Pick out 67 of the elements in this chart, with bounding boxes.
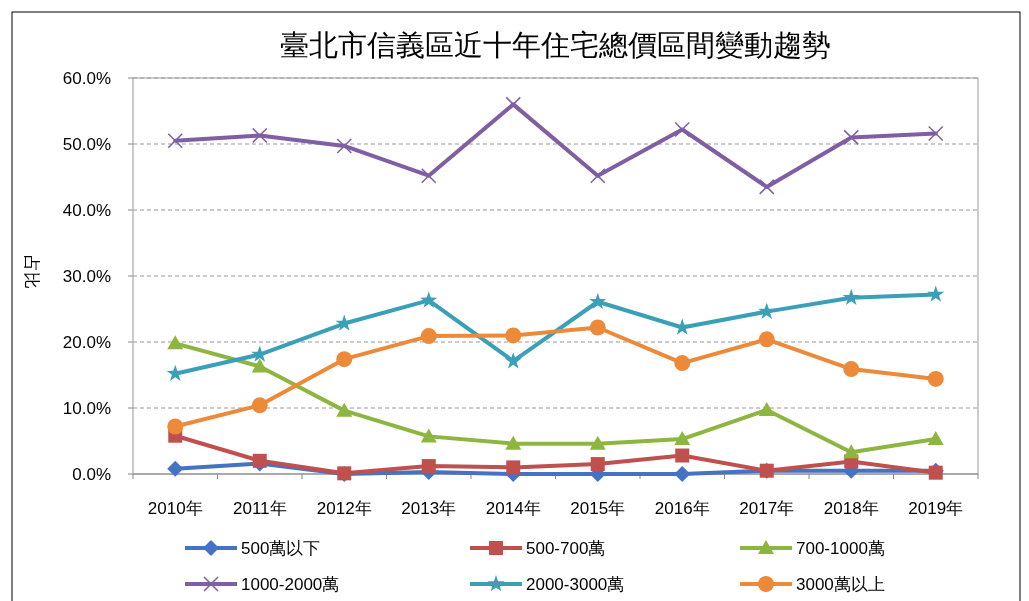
point xyxy=(674,431,691,446)
point xyxy=(758,302,776,319)
point xyxy=(336,138,352,154)
y-tick-label: 0.0% xyxy=(72,465,111,484)
point xyxy=(421,459,436,474)
x-tick-label: 2014年 xyxy=(485,499,541,518)
point xyxy=(421,167,437,184)
point xyxy=(589,319,606,336)
point xyxy=(506,460,521,475)
point xyxy=(167,460,184,477)
point xyxy=(674,121,690,138)
x-tick-label: 2011年 xyxy=(232,499,287,518)
point xyxy=(589,292,607,310)
x-tick-label: 2019年 xyxy=(908,499,964,518)
chart-title: 臺北市信義區近十年住宅總價區間變動趨勢 xyxy=(280,29,831,61)
x-tick-label: 2016年 xyxy=(654,499,710,518)
point xyxy=(927,285,945,302)
y-axis-title: 占比 xyxy=(22,255,41,289)
point xyxy=(167,335,184,350)
point xyxy=(674,466,691,482)
point xyxy=(842,288,860,306)
legend-label: 3000萬以上 xyxy=(796,575,885,594)
x-tick-label: 2012年 xyxy=(316,499,372,518)
y-tick-label: 40.0% xyxy=(62,201,111,220)
y-tick-label: 10.0% xyxy=(62,399,111,418)
legend-label: 500萬以下 xyxy=(241,539,321,558)
point xyxy=(758,401,775,416)
point xyxy=(927,370,944,387)
x-tick-label: 2017年 xyxy=(739,499,795,518)
point xyxy=(675,448,690,463)
x-tick-label: 2010年 xyxy=(147,499,203,518)
point xyxy=(504,352,522,369)
point xyxy=(505,435,522,450)
point xyxy=(420,291,438,308)
point xyxy=(505,327,522,344)
point xyxy=(590,167,606,184)
point xyxy=(167,418,184,435)
x-tick-label: 2013年 xyxy=(401,499,457,518)
point xyxy=(589,435,606,450)
y-tick-label: 30.0% xyxy=(62,267,111,286)
point xyxy=(252,453,267,468)
y-tick-label: 20.0% xyxy=(62,333,111,352)
point xyxy=(928,125,944,142)
x-tick-label: 2015年 xyxy=(570,499,626,518)
point xyxy=(252,127,268,144)
y-tick-label: 50.0% xyxy=(62,135,111,154)
point xyxy=(420,428,437,443)
x-tick-label: 2018年 xyxy=(823,499,879,518)
point xyxy=(843,444,860,459)
point xyxy=(759,179,775,195)
point xyxy=(590,457,605,472)
point xyxy=(336,402,353,417)
point xyxy=(843,361,860,378)
point xyxy=(843,129,859,146)
legend-label: 1000-2000萬 xyxy=(241,575,340,594)
point xyxy=(927,431,944,446)
legend-label: 2000-3000萬 xyxy=(526,575,625,594)
point xyxy=(758,331,775,348)
point xyxy=(420,328,437,345)
legend-label: 700-1000萬 xyxy=(796,539,885,558)
point xyxy=(167,132,183,149)
point xyxy=(251,397,268,414)
point xyxy=(674,355,691,372)
legend-label: 500-700萬 xyxy=(526,539,606,558)
point xyxy=(336,351,353,368)
y-tick-label: 60.0% xyxy=(62,69,111,88)
point xyxy=(251,358,268,373)
